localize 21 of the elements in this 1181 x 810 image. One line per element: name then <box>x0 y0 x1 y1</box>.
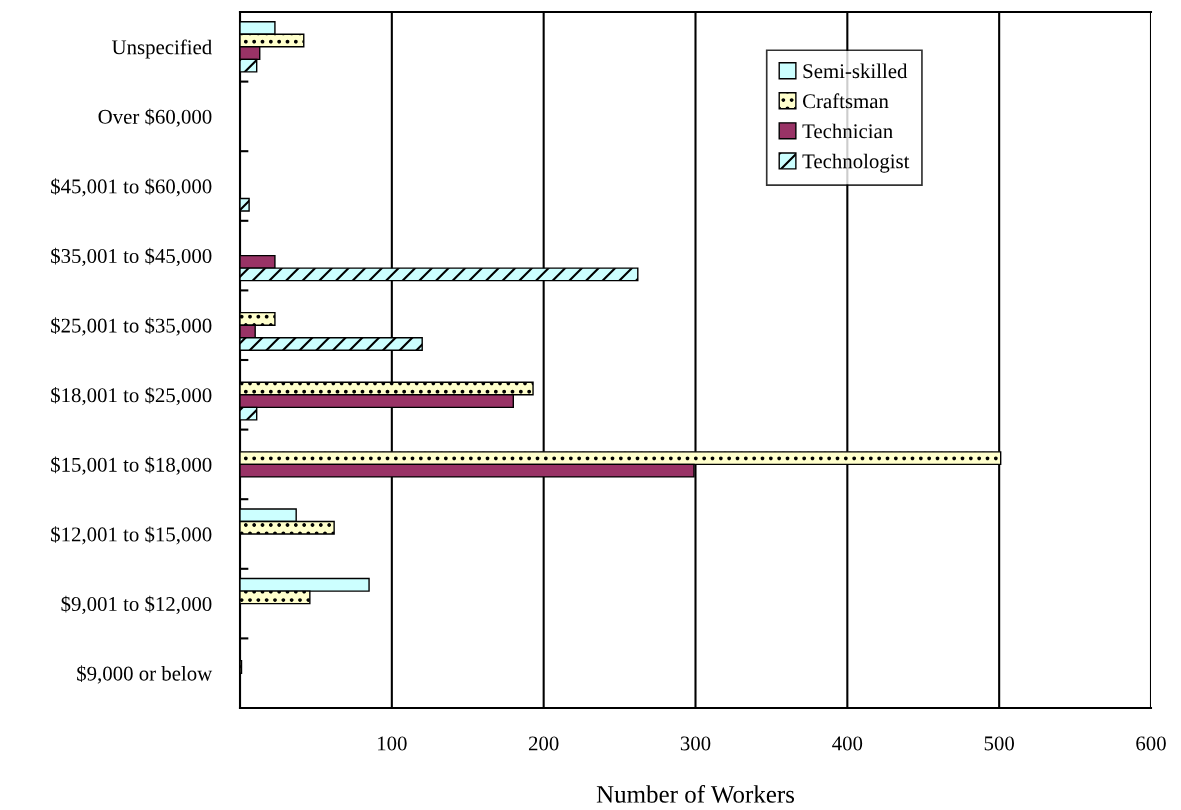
y-tick-label: $15,001 to $18,000 <box>51 456 212 475</box>
x-axis-title: Number of Workers <box>596 784 795 803</box>
y-tick-label: $18,001 to $25,000 <box>51 386 212 406</box>
legend-label: Craftsman <box>802 93 889 109</box>
y-tick-label: $12,001 to $15,000 <box>51 526 212 545</box>
x-tick-label: 600 <box>1136 736 1166 751</box>
y-tick-label: $35,001 to $45,000 <box>51 247 212 267</box>
x-tick-label: 100 <box>378 736 407 751</box>
x-tick-label: 400 <box>832 736 863 751</box>
legend-label: Technician <box>802 123 893 139</box>
legend-label: Technologist <box>802 153 910 173</box>
y-tick-label: Over $60,000 <box>98 108 212 127</box>
x-tick-label: 300 <box>680 736 711 751</box>
y-tick-label: $9,000 or below <box>77 665 213 684</box>
y-tick-label: $45,001 to $60,000 <box>51 178 212 197</box>
legend-label: Semi-skilled <box>803 63 908 79</box>
y-tick-label: $25,001 to $35,000 <box>51 317 212 336</box>
x-tick-label: 200 <box>528 736 559 751</box>
y-tick-label: Unspecified <box>112 39 212 59</box>
y-tick-label: $9,001 to $12,000 <box>61 595 212 615</box>
x-tick-label: 500 <box>984 736 1014 751</box>
